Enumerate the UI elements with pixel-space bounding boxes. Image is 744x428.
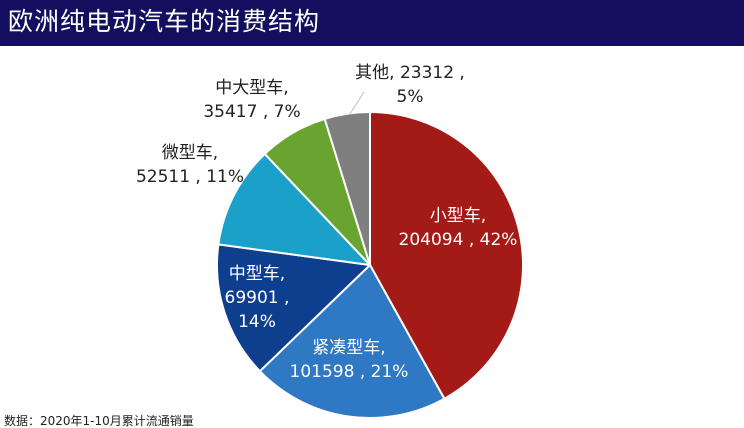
- data-label-mini-car: 微型车, 52511 , 11%: [136, 143, 244, 187]
- title-bar: 欧洲纯电动汽车的消费结构: [0, 0, 744, 46]
- data-label-midsize-car: 中型车, 69901 , 14%: [225, 264, 290, 332]
- data-label-other: 其他, 23312 , 5%: [355, 63, 465, 107]
- data-label-small-car: 小型车, 204094 , 42%: [399, 206, 518, 250]
- label-leader-line: [349, 91, 365, 115]
- pie-slice-compact-car: [258, 264, 446, 419]
- source-note: 数据：2020年1-10月累计流通销量: [4, 414, 194, 428]
- pie-slices: [216, 111, 525, 419]
- data-label-large-midsize-car: 中大型车, 35417 , 7%: [203, 78, 300, 122]
- data-label-compact-car: 紧凑型车, 101598 , 21%: [290, 338, 409, 382]
- pie-slice-other: [323, 111, 371, 266]
- pie-slice-mini-car: [217, 152, 371, 266]
- pie-slice-small-car: [369, 111, 525, 400]
- page-title: 欧洲纯电动汽车的消费结构: [8, 7, 321, 36]
- pie-slice-midsize-car: [216, 243, 371, 373]
- pie-labels: 小型车, 204094 , 42% 紧凑型车, 101598 , 21%中型车, 699…: [136, 63, 517, 382]
